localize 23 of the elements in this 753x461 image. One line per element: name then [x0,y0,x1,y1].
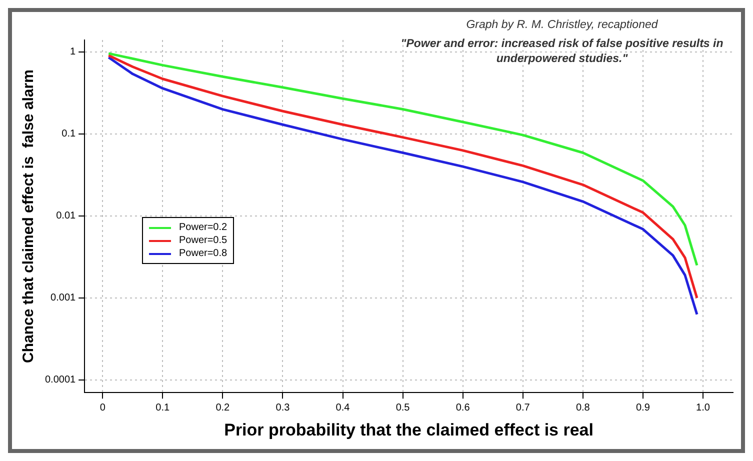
x-axis-title: Prior probability that the claimed effect is real [224,420,594,440]
y-tick-label: 0.0001 [44,374,76,386]
x-tick-label: 0.7 [516,402,530,414]
legend-label: Power=0.2 [179,222,228,233]
x-tick-label: 0.8 [576,402,590,414]
x-tick-label: 0.5 [396,402,410,414]
legend-label: Power=0.5 [179,235,228,246]
y-tick-label: 0.01 [56,210,76,222]
x-tick-label: 0.1 [156,402,170,414]
x-tick-label: 1.0 [696,402,710,414]
y-tick-label: 1 [70,46,76,58]
x-tick-label: 0.4 [336,402,350,414]
x-tick-label: 0.9 [636,402,650,414]
y-axis-title: Chance that claimed effect is false alarm [20,70,38,364]
legend-label: Power=0.8 [179,248,228,259]
x-tick-label: 0.3 [276,402,290,414]
text: Graph by R. M. Christley, recaptioned [465,18,659,33]
y-tick-label: 0.1 [62,128,76,140]
annotation: "Power and error: increased risk of false positive results in underpowered studies." [400,37,724,67]
x-tick-label: 0.6 [456,402,470,414]
y-tick-label: 0.001 [50,292,76,304]
x-tick-label: 0 [100,402,106,414]
x-tick-label: 0.2 [216,402,230,414]
